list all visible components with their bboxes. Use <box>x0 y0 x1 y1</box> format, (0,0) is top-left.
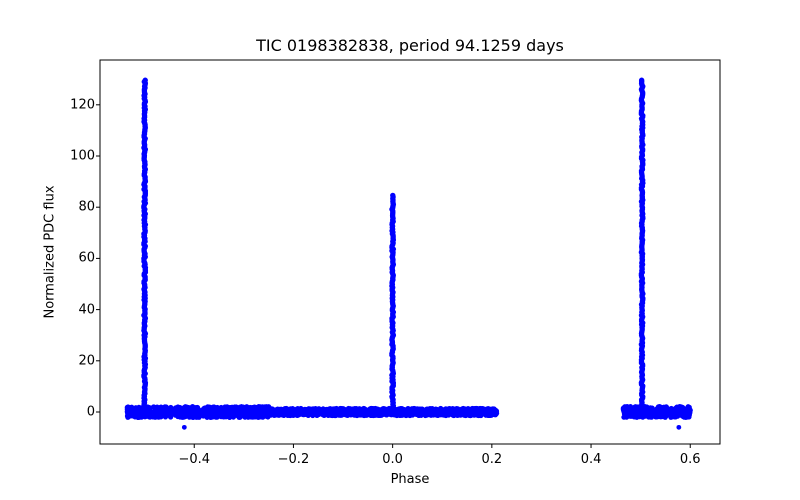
y-tick-label: 100 <box>70 148 95 164</box>
plot-frame <box>99 59 721 445</box>
y-tick-label: 80 <box>78 199 95 215</box>
x-tick-label: 0.2 <box>481 452 503 467</box>
y-axis-label: Normalized PDC flux <box>42 185 58 319</box>
y-tick-label: 40 <box>78 302 95 318</box>
x-tick-label: 0.6 <box>679 452 701 467</box>
x-axis-label: Phase <box>390 472 430 487</box>
x-tick-label: −0.4 <box>178 452 211 467</box>
axis-ticks <box>96 104 691 448</box>
y-tick-label: 20 <box>78 353 95 369</box>
chart-title: TIC 0198382838, period 94.1259 days <box>256 36 564 55</box>
y-tick-label: 60 <box>78 250 95 266</box>
y-tick-label: 120 <box>70 97 95 113</box>
x-tick-label: 0.0 <box>382 452 403 467</box>
x-tick-label: −0.2 <box>277 452 310 467</box>
x-tick-label: 0.4 <box>580 452 602 467</box>
y-tick-label: 0 <box>86 404 95 420</box>
data-points <box>124 77 693 430</box>
